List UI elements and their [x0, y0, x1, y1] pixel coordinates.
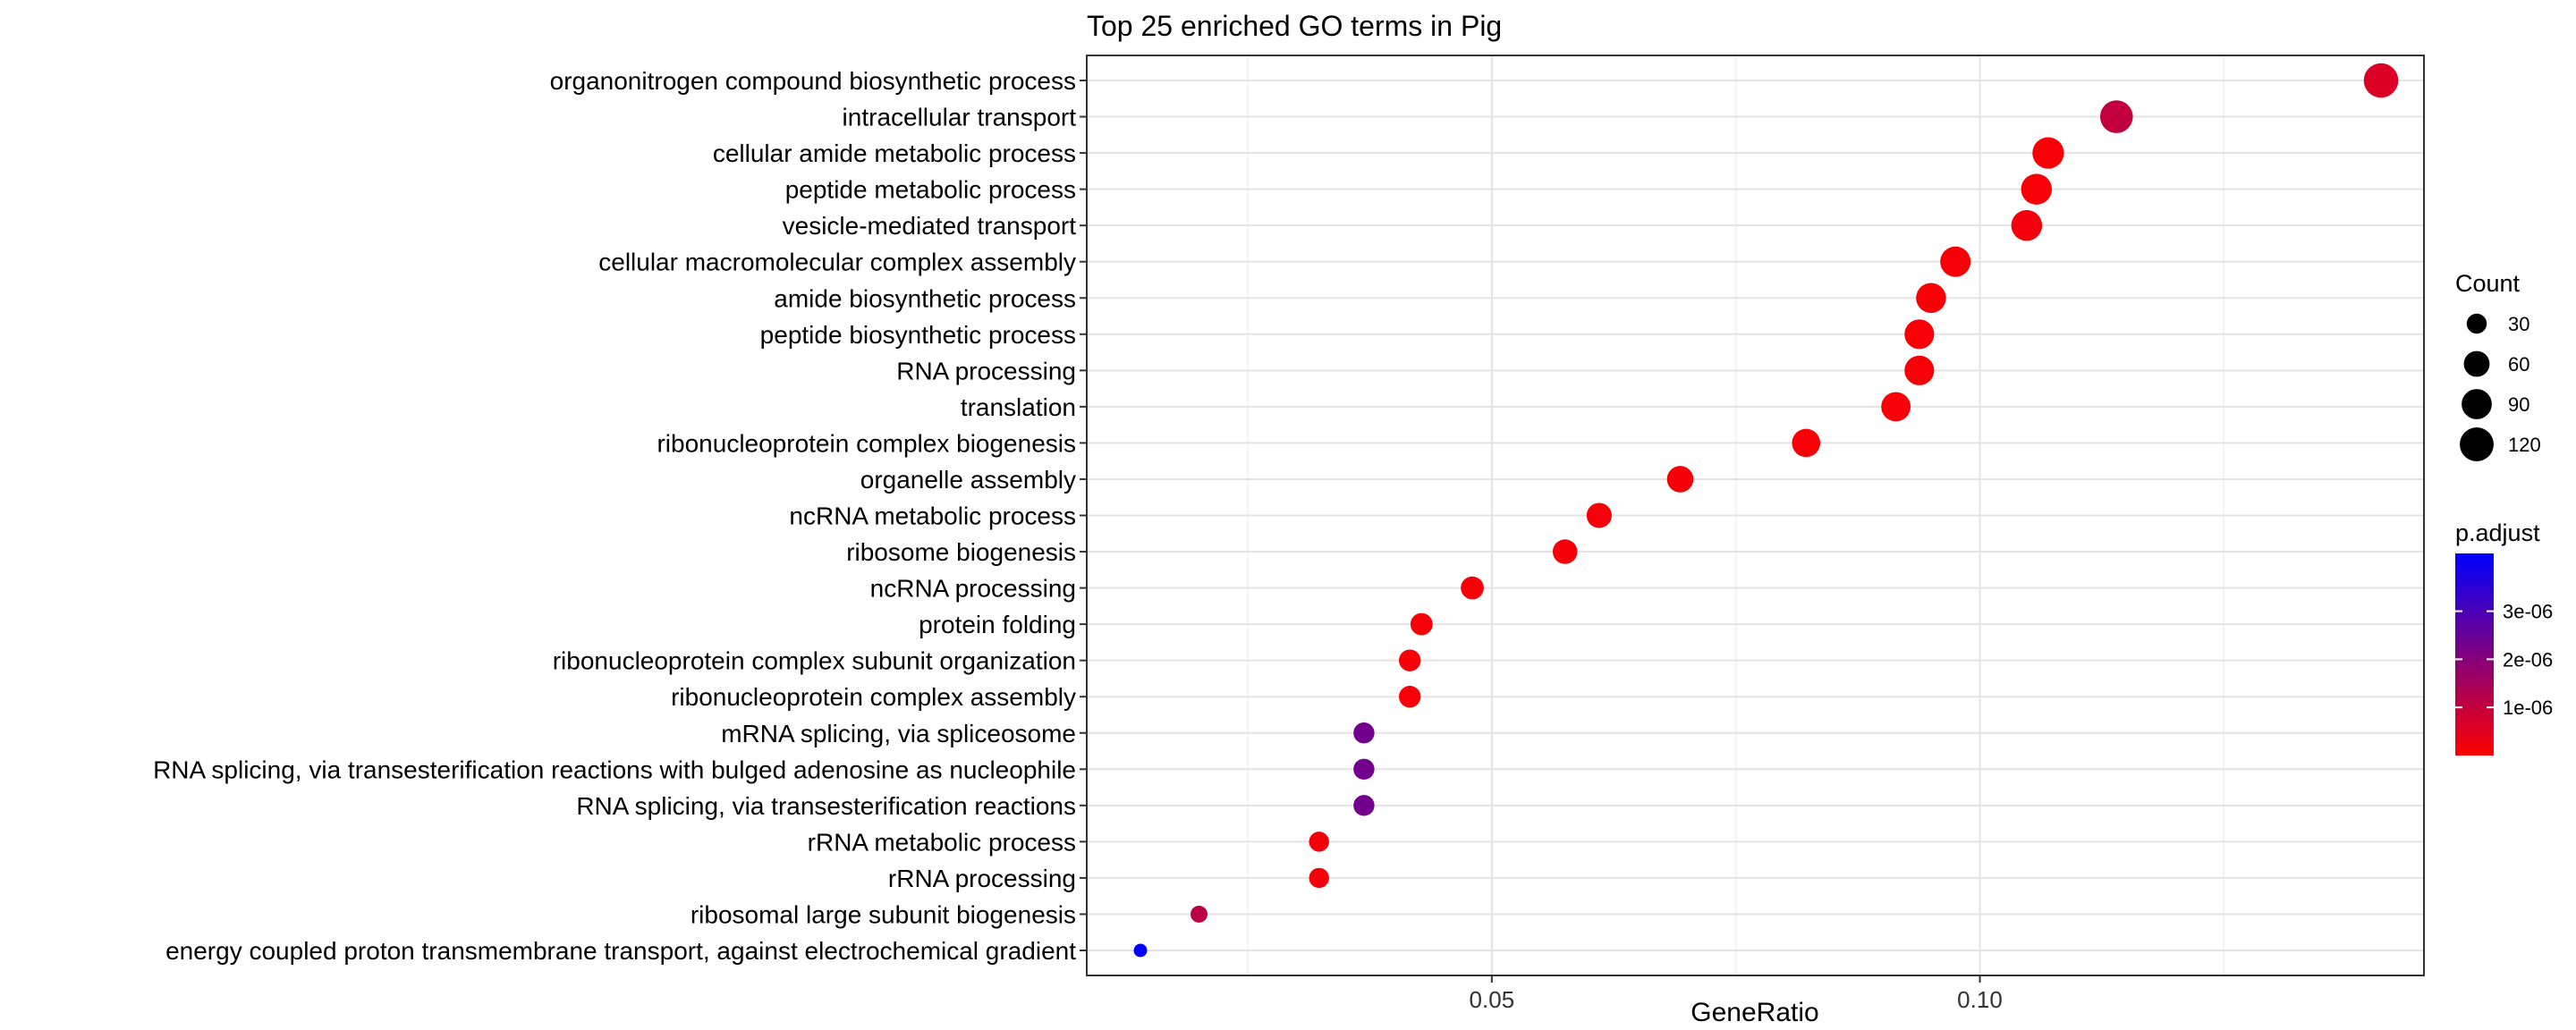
data-point [1940, 246, 1971, 277]
term-label: ribosomal large subunit biogenesis [691, 900, 1076, 928]
term-label: organelle assembly [860, 466, 1076, 494]
size-legend-key [2463, 350, 2490, 377]
data-point [1916, 283, 1946, 313]
data-point [1904, 355, 1935, 385]
y-axis: organonitrogen compound biosynthetic pro… [153, 67, 1087, 965]
x-axis-title: GeneRatio [1690, 998, 1818, 1027]
x-axis: 0.05 0.10 [1470, 975, 2003, 1013]
data-point [1399, 649, 1421, 671]
term-label: rRNA metabolic process [808, 828, 1076, 856]
color-legend: p.adjust 1e-06 2e-06 3e-06 [2455, 519, 2553, 756]
color-legend-title: p.adjust [2455, 519, 2540, 546]
data-point [1353, 722, 1375, 744]
term-label: intracellular transport [843, 104, 1077, 131]
grid-lines [1087, 55, 2424, 975]
term-label: ribonucleoprotein complex assembly [671, 683, 1076, 711]
color-legend-label: 2e-06 [2503, 648, 2553, 671]
term-label: cellular macromolecular complex assembly [598, 249, 1076, 276]
term-label: ribonucleoprotein complex biogenesis [657, 429, 1076, 457]
data-point [1410, 612, 1433, 636]
term-label: peptide biosynthetic process [760, 321, 1076, 349]
size-legend: Count 30 60 90 120 [2455, 270, 2541, 461]
data-point [1353, 758, 1375, 781]
data-point [1792, 428, 1821, 458]
size-legend-key [2460, 427, 2494, 461]
color-bar [2455, 553, 2494, 756]
data-points [1133, 63, 2399, 958]
data-point [1552, 539, 1578, 564]
data-point [2021, 173, 2053, 205]
term-label: rRNA processing [888, 865, 1076, 892]
term-label: ribosome biogenesis [846, 538, 1076, 566]
chart-title: Top 25 enriched GO terms in Pig [1087, 10, 1502, 42]
data-point [2363, 63, 2399, 98]
size-legend-label: 120 [2508, 434, 2541, 456]
data-point [1309, 832, 1329, 852]
term-label: peptide metabolic process [785, 176, 1076, 204]
term-label: energy coupled proton transmembrane tran… [165, 937, 1076, 965]
data-point [1353, 795, 1375, 816]
size-legend-title: Count [2455, 270, 2521, 297]
x-tick-label: 0.10 [1957, 986, 2003, 1013]
data-point [2011, 209, 2043, 241]
data-point [1904, 319, 1935, 350]
term-label: amide biosynthetic process [774, 284, 1076, 312]
size-legend-key [2462, 389, 2492, 419]
term-label: RNA splicing, via transesterification re… [576, 792, 1076, 820]
size-legend-key [2466, 313, 2487, 334]
term-label: mRNA splicing, via spliceosome [721, 720, 1076, 747]
data-point [1881, 392, 1911, 422]
size-legend-label: 30 [2508, 313, 2529, 335]
term-label: translation [961, 393, 1076, 421]
color-legend-label: 1e-06 [2503, 697, 2553, 719]
term-label: vesicle-mediated transport [783, 212, 1077, 240]
data-point [1461, 576, 1484, 600]
term-label: ncRNA processing [870, 575, 1076, 603]
term-label: organonitrogen compound biosynthetic pro… [550, 67, 1076, 95]
data-point [2032, 137, 2064, 169]
size-legend-label: 90 [2508, 393, 2529, 416]
term-label: RNA splicing, via transesterification re… [153, 756, 1076, 783]
data-point [1133, 943, 1148, 958]
color-legend-label: 3e-06 [2503, 601, 2553, 623]
term-label: ncRNA metabolic process [789, 502, 1076, 530]
data-point [1399, 686, 1421, 708]
data-point [1586, 502, 1612, 528]
data-point [2099, 100, 2133, 133]
data-point [1191, 905, 1208, 923]
x-tick-label: 0.05 [1470, 986, 1515, 1013]
term-label: RNA processing [896, 357, 1076, 384]
data-point [1309, 867, 1329, 889]
term-label: ribonucleoprotein complex subunit organi… [553, 647, 1076, 675]
size-legend-label: 60 [2508, 353, 2529, 376]
term-label: protein folding [919, 611, 1076, 638]
term-label: cellular amide metabolic process [713, 139, 1076, 167]
data-point [1666, 466, 1694, 493]
